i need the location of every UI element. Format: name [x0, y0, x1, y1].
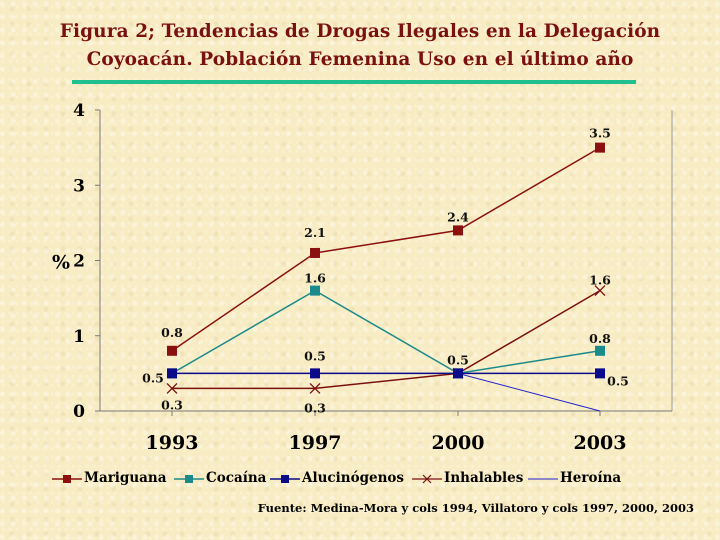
data-label: 1.6 — [589, 273, 611, 288]
legend-marker-cocaina — [174, 475, 204, 483]
chart-title-line-2: Coyoacán. Población Femenina Uso en el ú… — [86, 49, 634, 70]
data-point — [166, 382, 178, 394]
data-point — [453, 225, 463, 236]
y-tick-label: 1 — [73, 327, 85, 347]
legend-label-mariguana: Mariguana — [84, 470, 167, 486]
chart-title-line-1: Figura 2; Tendencias de Drogas Ilegales … — [59, 21, 661, 42]
y-tick-label: 3 — [73, 176, 85, 196]
data-point — [310, 285, 320, 296]
data-point — [309, 382, 321, 394]
title-underline — [72, 80, 636, 84]
data-label: 0.3 — [161, 397, 183, 412]
y-axis-label: % — [52, 252, 70, 274]
x-tick-label: 1993 — [146, 432, 199, 454]
chart-legend: Mariguana Cocaína Alucinógenos Inhalable… — [52, 469, 712, 489]
data-label: 2.1 — [304, 225, 326, 240]
y-tick-label: 4 — [73, 101, 85, 121]
data-label: 0.8 — [161, 325, 183, 340]
data-label: 1.6 — [304, 271, 326, 286]
data-label: 2.4 — [447, 209, 469, 224]
data-point — [595, 345, 605, 356]
y-tick-label: 0 — [73, 402, 85, 422]
legend-marker-alucinogenos — [270, 475, 300, 483]
series-line-heroína — [172, 372, 601, 412]
series-line-inhalables — [172, 289, 601, 390]
legend-label-alucinogenos: Alucinógenos — [302, 470, 405, 486]
legend-marker-mariguana — [52, 475, 82, 483]
legend-label-inhalables: Inhalables — [444, 470, 524, 486]
source-note: Fuente: Medina-Mora y cols 1994, Villato… — [257, 501, 694, 515]
data-point — [594, 285, 606, 297]
data-point — [595, 142, 605, 153]
data-point — [167, 368, 177, 379]
series-line-cocaína — [171, 289, 601, 375]
x-tick-label: 1997 — [289, 432, 342, 454]
data-point — [453, 368, 463, 379]
data-label: 0.8 — [589, 331, 611, 346]
data-label: 0.5 — [607, 373, 629, 388]
data-point — [595, 368, 605, 379]
series-line-mariguana — [171, 146, 601, 352]
data-label: 0.5 — [142, 370, 164, 385]
data-label: 0.5 — [447, 352, 469, 367]
x-tick-label: 2000 — [432, 432, 485, 454]
legend-marker-inhalables — [412, 474, 442, 484]
data-label: 0.3 — [304, 400, 326, 415]
legend-label-heroina: Heroína — [560, 470, 622, 486]
data-label: 0.5 — [304, 348, 326, 363]
chart-title: Figura 2; Tendencias de Drogas Ilegales … — [0, 18, 720, 74]
x-tick-label: 2003 — [574, 432, 627, 454]
data-point — [167, 345, 177, 356]
legend-marker-heroina — [528, 478, 558, 480]
data-label: 3.5 — [589, 126, 611, 141]
legend-label-cocaina: Cocaína — [206, 470, 267, 486]
data-point — [310, 247, 320, 258]
y-tick-label: 2 — [73, 252, 85, 272]
data-point — [310, 368, 320, 379]
